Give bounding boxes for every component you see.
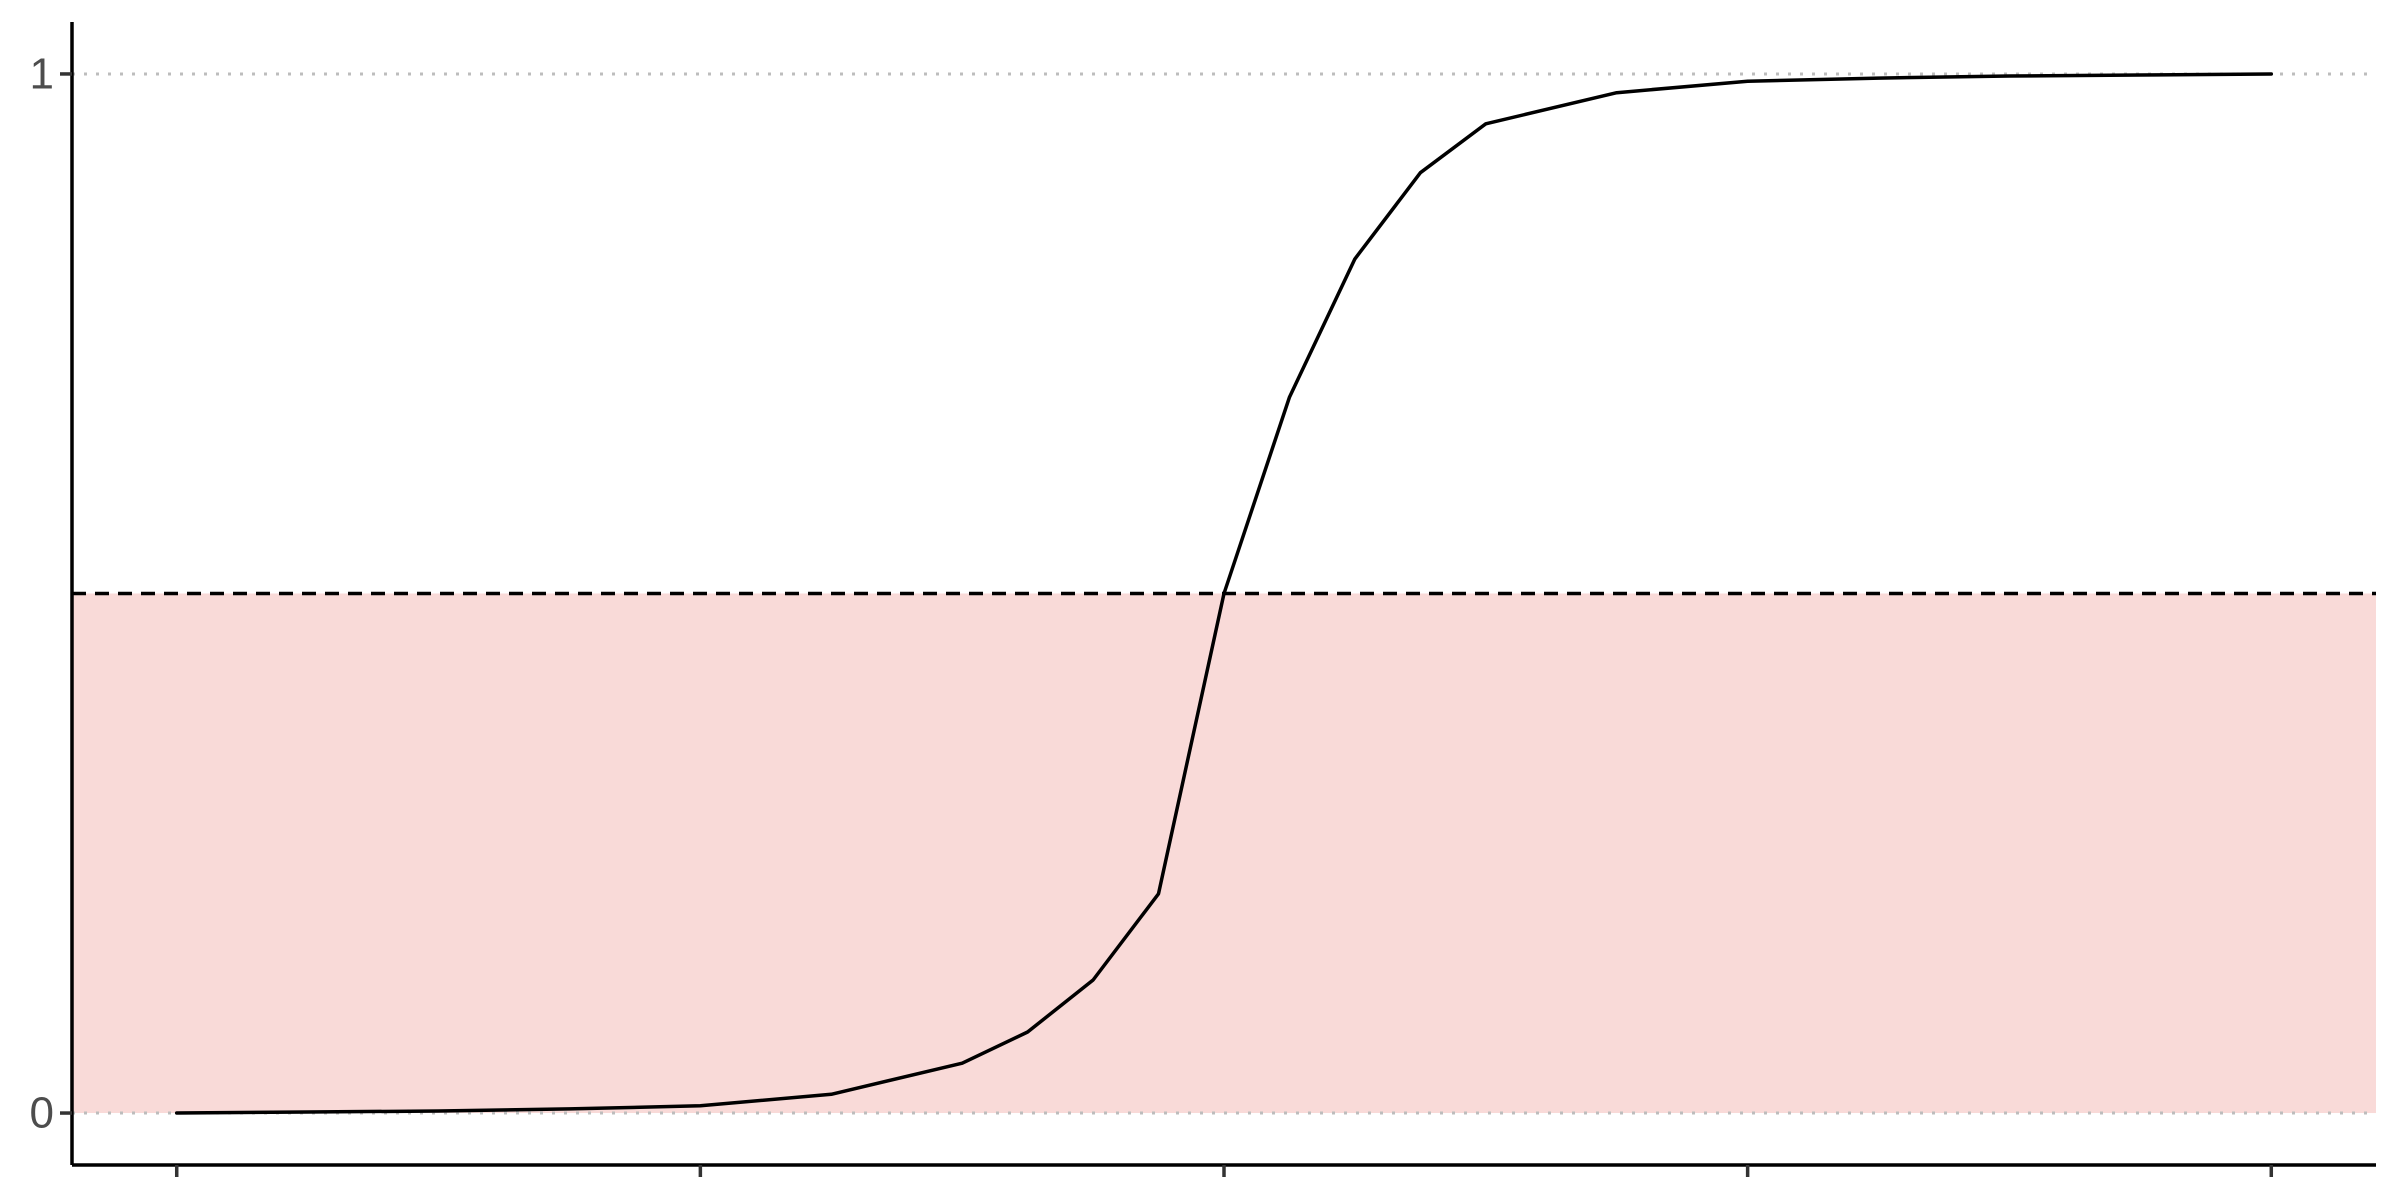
shaded-region bbox=[72, 593, 2376, 1114]
shaded-region-layer bbox=[72, 593, 2376, 1114]
series-layer bbox=[174, 72, 2274, 1115]
y-tick-label: 1 bbox=[30, 49, 54, 98]
ticks-layer: 01 bbox=[30, 49, 2274, 1177]
series-line bbox=[174, 72, 2274, 1115]
y-tick-label: 0 bbox=[30, 1089, 54, 1138]
